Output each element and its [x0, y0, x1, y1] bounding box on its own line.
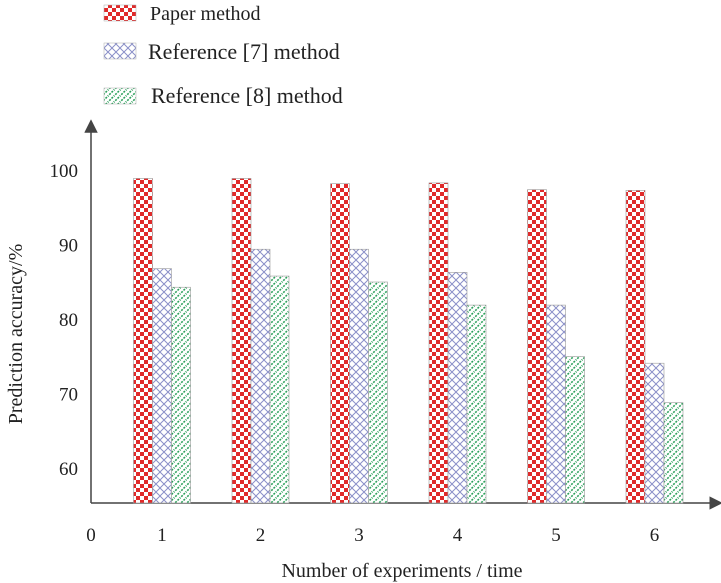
- x-origin-label: 0: [86, 525, 96, 546]
- legend-item-paper-method: Paper method: [103, 3, 261, 25]
- x-tick-labels: 0 1 2 3 4 5 6: [86, 525, 659, 546]
- bar-reference-8-method-3: [368, 281, 388, 504]
- x-tick-label: 6: [650, 525, 660, 546]
- bar-paper-method-6: [625, 190, 646, 504]
- legend-label-paper-method: Paper method: [150, 3, 261, 25]
- y-tick-label: 80: [59, 310, 78, 331]
- x-tick-label: 5: [551, 525, 561, 546]
- bar-reference-7-method-4: [447, 272, 468, 504]
- legend-swatch-paper-method: [103, 4, 137, 22]
- legend: Paper method Reference [7] method Refere…: [103, 3, 343, 108]
- x-tick-label: 1: [157, 525, 167, 546]
- y-tick-labels: 60 70 80 90 100: [50, 161, 79, 480]
- legend-swatch-reference-7-method: [103, 42, 137, 60]
- y-axis-title: Prediction accuracy/%: [5, 244, 27, 424]
- bar-paper-method-1: [133, 178, 153, 504]
- bar-reference-7-method-3: [349, 248, 369, 504]
- y-tick-label: 90: [59, 236, 78, 257]
- legend-item-reference-8-method: Reference [8] method: [103, 83, 343, 108]
- bar-reference-7-method-6: [644, 362, 665, 504]
- bar-reference-8-method-2: [269, 275, 290, 504]
- y-tick-label: 60: [59, 459, 78, 480]
- x-axis-title: Number of experiments / time: [281, 560, 522, 582]
- bar-reference-8-method-5: [565, 356, 585, 504]
- bar-reference-7-method-5: [546, 304, 566, 504]
- legend-item-reference-7-method: Reference [7] method: [103, 39, 340, 64]
- bar-paper-method-5: [527, 189, 547, 504]
- bar-reference-7-method-2: [250, 248, 271, 504]
- legend-label-reference-8-method: Reference [8] method: [151, 83, 343, 108]
- x-tick-label: 4: [453, 525, 463, 546]
- x-tick-label: 2: [256, 525, 266, 546]
- bar-reference-8-method-1: [171, 286, 191, 504]
- y-tick-label: 70: [59, 385, 78, 406]
- bars: [133, 178, 684, 504]
- legend-label-reference-7-method: Reference [7] method: [148, 39, 340, 64]
- bar-reference-8-method-6: [663, 402, 684, 504]
- legend-swatch-reference-8-method: [103, 87, 137, 105]
- x-tick-label: 3: [354, 525, 364, 546]
- bar-paper-method-4: [428, 182, 449, 504]
- bar-reference-7-method-1: [152, 268, 172, 504]
- y-tick-label: 100: [50, 161, 79, 182]
- bar-paper-method-2: [231, 178, 252, 504]
- bar-reference-8-method-4: [466, 304, 487, 504]
- bar-paper-method-3: [330, 183, 350, 504]
